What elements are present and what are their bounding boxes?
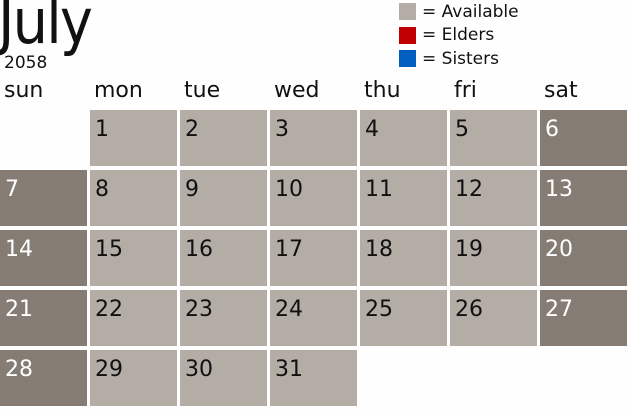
day-number: 2 (185, 117, 199, 142)
day-cell-25[interactable]: 25 (360, 290, 447, 346)
day-cell-21[interactable]: 21 (0, 290, 87, 346)
day-cell-4[interactable]: 4 (360, 110, 447, 166)
weekday-header-sat: sat (544, 78, 578, 103)
day-cell-3[interactable]: 3 (270, 110, 357, 166)
day-number: 18 (365, 237, 393, 262)
day-number: 14 (5, 237, 33, 262)
legend-item-sisters: = Sisters (399, 47, 519, 71)
day-cell-30[interactable]: 30 (180, 350, 267, 406)
weekday-header-fri: fri (454, 78, 477, 103)
day-number: 5 (455, 117, 469, 142)
day-cell-1[interactable]: 1 (90, 110, 177, 166)
month-title: July (0, 0, 93, 58)
weekday-header-tue: tue (184, 78, 221, 103)
legend-label: = Sisters (422, 48, 499, 69)
day-cell-13[interactable]: 13 (540, 170, 627, 226)
legend-item-available: = Available (399, 0, 519, 24)
legend-label: = Available (422, 1, 519, 22)
day-number: 10 (275, 177, 303, 202)
legend-swatch (399, 50, 416, 68)
day-cell-15[interactable]: 15 (90, 230, 177, 286)
day-number: 3 (275, 117, 289, 142)
day-number: 22 (95, 297, 123, 322)
day-number: 27 (545, 297, 573, 322)
day-number: 28 (5, 357, 33, 382)
day-number: 13 (545, 177, 573, 202)
day-cell-27[interactable]: 27 (540, 290, 627, 346)
day-cell-29[interactable]: 29 (90, 350, 177, 406)
day-number: 4 (365, 117, 379, 142)
day-number: 17 (275, 237, 303, 262)
weekday-header-sun: sun (4, 78, 44, 103)
day-cell-31[interactable]: 31 (270, 350, 357, 406)
day-cell-6[interactable]: 6 (540, 110, 627, 166)
weekday-header-wed: wed (274, 78, 320, 103)
day-number: 30 (185, 357, 213, 382)
day-number: 21 (5, 297, 33, 322)
day-number: 23 (185, 297, 213, 322)
day-number: 9 (185, 177, 199, 202)
day-cell-2[interactable]: 2 (180, 110, 267, 166)
day-cell-20[interactable]: 20 (540, 230, 627, 286)
legend-item-elders: = Elders (399, 24, 519, 48)
legend-swatch (399, 26, 416, 44)
day-number: 26 (455, 297, 483, 322)
day-cell-22[interactable]: 22 (90, 290, 177, 346)
day-number: 8 (95, 177, 109, 202)
day-cell-8[interactable]: 8 (90, 170, 177, 226)
day-cell-23[interactable]: 23 (180, 290, 267, 346)
day-number: 20 (545, 237, 573, 262)
day-cell-11[interactable]: 11 (360, 170, 447, 226)
year-label: 2058 (4, 53, 48, 73)
day-cell-19[interactable]: 19 (450, 230, 537, 286)
weekday-header-thu: thu (364, 78, 401, 103)
day-cell-26[interactable]: 26 (450, 290, 537, 346)
day-number: 24 (275, 297, 303, 322)
day-number: 1 (95, 117, 109, 142)
day-cell-18[interactable]: 18 (360, 230, 447, 286)
day-number: 11 (365, 177, 393, 202)
day-cell-7[interactable]: 7 (0, 170, 87, 226)
day-number: 25 (365, 297, 393, 322)
day-cell-14[interactable]: 14 (0, 230, 87, 286)
day-number: 15 (95, 237, 123, 262)
day-number: 7 (5, 177, 19, 202)
day-cell-5[interactable]: 5 (450, 110, 537, 166)
weekday-header-mon: mon (94, 78, 143, 103)
day-number: 12 (455, 177, 483, 202)
day-number: 29 (95, 357, 123, 382)
day-cell-28[interactable]: 28 (0, 350, 87, 406)
day-cell-17[interactable]: 17 (270, 230, 357, 286)
day-cell-9[interactable]: 9 (180, 170, 267, 226)
legend: = Available = Elders = Sisters (399, 0, 519, 71)
day-cell-12[interactable]: 12 (450, 170, 537, 226)
legend-label: = Elders (422, 25, 495, 46)
day-cell-24[interactable]: 24 (270, 290, 357, 346)
day-number: 31 (275, 357, 303, 382)
legend-swatch (399, 3, 416, 21)
day-cell-16[interactable]: 16 (180, 230, 267, 286)
day-number: 16 (185, 237, 213, 262)
day-number: 6 (545, 117, 559, 142)
day-cell-10[interactable]: 10 (270, 170, 357, 226)
day-number: 19 (455, 237, 483, 262)
